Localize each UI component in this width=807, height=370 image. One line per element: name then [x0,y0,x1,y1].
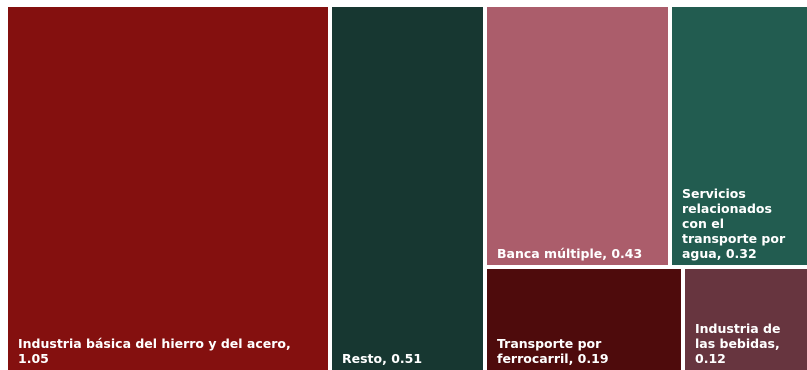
tile-label: Transporte por ferrocarril, 0.19 [497,336,609,366]
tile-label: Servicios relacionados con el transporte… [682,186,786,261]
tile-industria-hierro-acero: Industria básica del hierro y del acero,… [8,7,328,370]
tile-label: Industria de las bebidas, 0.12 [695,321,781,366]
tile-label: Resto, 0.51 [342,351,423,366]
tile-label: Industria básica del hierro y del acero,… [18,336,291,366]
tile-transporte-ferrocarril: Transporte por ferrocarril, 0.19 [487,269,681,370]
tile-resto: Resto, 0.51 [332,7,483,370]
tile-servicios-transporte-agua: Servicios relacionados con el transporte… [672,7,807,265]
tile-label: Banca múltiple, 0.43 [497,246,643,261]
tile-industria-bebidas: Industria de las bebidas, 0.12 [685,269,807,370]
tile-banca-multiple: Banca múltiple, 0.43 [487,7,668,265]
